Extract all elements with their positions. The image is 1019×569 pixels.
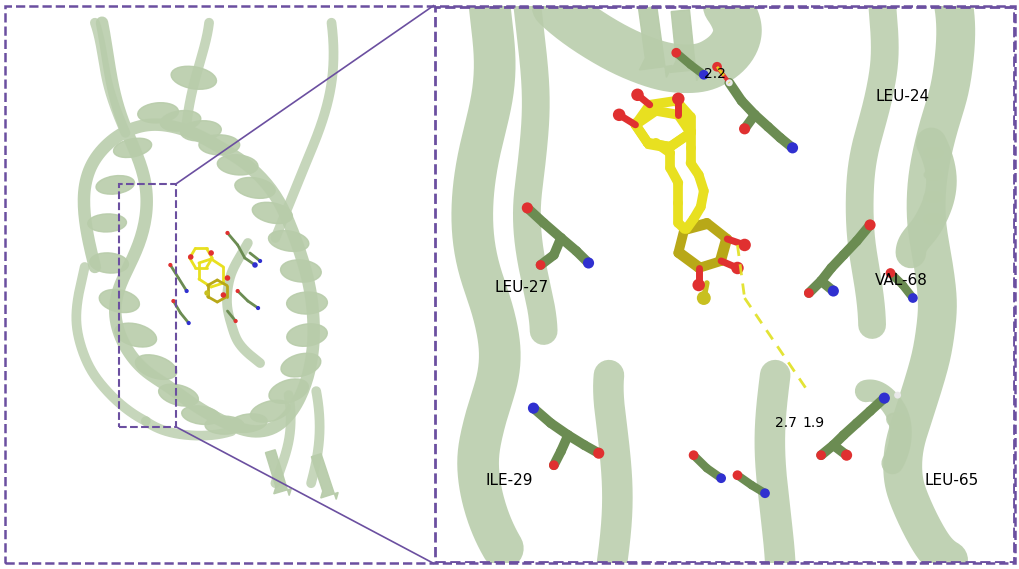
Text: VAL-68: VAL-68 [874,273,927,287]
Point [162,261,178,270]
Ellipse shape [286,292,327,314]
Polygon shape [311,453,338,500]
Ellipse shape [171,66,216,89]
Ellipse shape [115,323,156,347]
Point [800,288,816,298]
Point [580,258,596,267]
Point [861,220,877,229]
Ellipse shape [286,324,327,347]
Polygon shape [265,450,291,496]
Point [178,286,195,295]
Point [199,288,215,298]
Point [695,70,711,79]
Ellipse shape [138,102,178,123]
Point [838,451,854,460]
Ellipse shape [923,192,942,202]
Point [252,257,268,266]
Text: 1.9: 1.9 [802,416,824,430]
Point [736,241,752,250]
Point [182,253,199,262]
Ellipse shape [96,176,135,194]
Point [219,228,235,237]
Text: ILE-29: ILE-29 [485,473,533,488]
Text: 2.2: 2.2 [703,67,725,81]
Ellipse shape [113,138,152,158]
Point [881,269,898,278]
Ellipse shape [268,230,309,251]
Point [712,473,729,483]
Ellipse shape [159,384,198,406]
Point [610,110,627,119]
Ellipse shape [923,170,942,180]
Point [729,263,745,273]
Ellipse shape [280,353,321,377]
Point [545,461,561,470]
Point [695,294,711,303]
Point [667,48,684,57]
Ellipse shape [205,416,244,434]
Point [669,94,686,104]
Ellipse shape [180,121,221,141]
Ellipse shape [234,178,275,199]
Point [629,90,645,100]
Ellipse shape [136,354,176,380]
Point [685,451,701,460]
Point [875,394,892,403]
Ellipse shape [99,290,140,312]
Text: LEU-27: LEU-27 [494,280,548,295]
Point [215,290,231,299]
Point [250,303,266,312]
Ellipse shape [160,110,201,131]
Ellipse shape [228,414,267,432]
Point [229,286,246,295]
Point [729,471,745,480]
Point [889,390,905,399]
Ellipse shape [251,400,289,422]
Ellipse shape [217,155,258,175]
Polygon shape [638,6,672,77]
Point [532,261,548,270]
Ellipse shape [886,413,908,429]
Point [165,296,181,306]
Point [219,274,235,283]
Ellipse shape [90,253,128,273]
Point [784,143,800,152]
Point [904,294,920,303]
Point [812,451,828,460]
Ellipse shape [923,148,942,158]
Ellipse shape [181,406,220,424]
Ellipse shape [252,203,292,224]
Point [756,489,772,498]
Point [720,78,737,87]
Point [247,261,263,270]
Ellipse shape [269,379,308,403]
Point [708,62,725,71]
Polygon shape [669,10,702,81]
Point [180,319,197,328]
Ellipse shape [280,260,321,282]
Point [690,281,706,290]
Text: LEU-65: LEU-65 [924,473,978,488]
Text: 2.7: 2.7 [774,416,797,430]
Point [203,249,219,258]
Ellipse shape [88,214,126,232]
Point [590,448,606,457]
Ellipse shape [923,214,942,224]
Text: LEU-24: LEU-24 [874,89,928,104]
Bar [118,184,175,427]
Ellipse shape [199,135,239,155]
Point [519,203,535,212]
Point [824,286,841,295]
Point [227,316,244,325]
Point [525,403,541,413]
Point [736,124,752,133]
